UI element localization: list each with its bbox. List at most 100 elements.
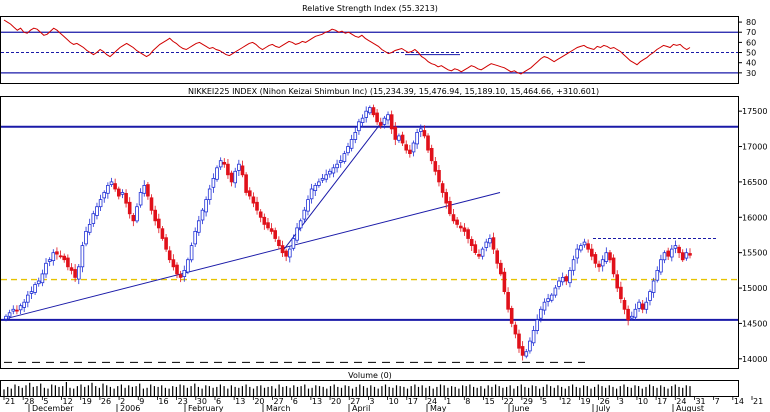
- candle-down: [422, 130, 427, 137]
- candle-down: [440, 183, 445, 193]
- volume-bar: [403, 386, 405, 396]
- candle-up: [546, 298, 550, 302]
- x-day-label: 15: [484, 397, 494, 406]
- x-day-label: 17: [657, 397, 667, 406]
- volume-bar: [51, 384, 53, 396]
- volume-bar: [161, 385, 163, 396]
- candle-down: [229, 172, 234, 183]
- candle-up: [386, 114, 390, 121]
- candle-down: [626, 308, 630, 321]
- candle-down: [491, 237, 496, 250]
- candle-up: [25, 294, 30, 303]
- candle-up: [287, 248, 292, 258]
- volume-bar: [451, 386, 453, 396]
- volume-bar: [447, 387, 449, 396]
- volume-bar: [550, 386, 552, 396]
- candle-down: [164, 237, 168, 250]
- candle-up: [44, 262, 48, 275]
- x-day-label: 21: [753, 397, 763, 406]
- volume-bar: [377, 388, 379, 396]
- volume-bar: [98, 387, 100, 396]
- candle-down: [73, 269, 77, 278]
- candle-up: [47, 259, 52, 262]
- candle-up: [553, 287, 558, 296]
- volume-bar: [241, 386, 243, 396]
- candle-up: [40, 273, 45, 284]
- candle-up: [557, 280, 561, 287]
- trendline-long: [3, 192, 501, 320]
- candle-up: [215, 167, 219, 180]
- volume-bar: [682, 387, 684, 396]
- x-day-label: 20: [254, 397, 264, 406]
- candle-down: [175, 264, 179, 275]
- x-month-label: December: [32, 404, 74, 412]
- volume-bar: [304, 384, 306, 396]
- volume-bar: [410, 386, 412, 396]
- candle-up: [338, 160, 343, 163]
- price-layer: [1, 104, 738, 363]
- candle-down: [375, 112, 379, 123]
- candle-up: [655, 269, 660, 281]
- volume-bar: [685, 385, 687, 396]
- candle-up: [22, 301, 26, 308]
- volume-bar: [498, 386, 500, 396]
- volume-bar: [359, 384, 361, 396]
- candle-down: [15, 309, 19, 312]
- candle-down: [146, 184, 150, 197]
- candle-up: [418, 128, 423, 132]
- volume-bar: [102, 383, 104, 396]
- candle-down: [433, 161, 438, 172]
- candle-up: [364, 110, 368, 118]
- volume-bar: [432, 388, 434, 396]
- x-day-label: 17: [408, 397, 418, 406]
- x-day-label: 19: [82, 397, 92, 406]
- volume-bar: [601, 386, 603, 396]
- volume-bar: [58, 386, 60, 396]
- candle-up: [633, 308, 638, 318]
- volume-bar: [21, 387, 23, 396]
- candle-up: [568, 269, 572, 284]
- x-day-label: 27: [274, 397, 284, 406]
- x-day-label: 23: [178, 397, 188, 406]
- candle-up: [670, 248, 674, 258]
- volume-bar: [594, 386, 596, 396]
- volume-bar: [194, 383, 196, 396]
- volume-bar: [164, 387, 166, 396]
- candle-up: [539, 308, 543, 319]
- rsi-y-tick-label: 60: [746, 38, 756, 47]
- candle-up: [357, 121, 361, 132]
- volume-bar: [542, 386, 544, 396]
- candle-down: [277, 239, 281, 246]
- candle-up: [637, 301, 641, 309]
- price-y-tick-label: 17500: [742, 107, 767, 116]
- candle-down: [156, 218, 161, 229]
- volume-bar: [252, 388, 255, 396]
- candle-up: [51, 252, 56, 261]
- candle-up: [309, 188, 314, 200]
- rsi-series-line: [3, 19, 691, 75]
- volume-bar: [54, 385, 56, 396]
- candle-down: [615, 274, 619, 289]
- volume-bar: [25, 385, 27, 396]
- volume-bar: [586, 386, 588, 396]
- rsi-panel-frame: [0, 16, 739, 84]
- volume-title: Volume (0): [348, 371, 392, 380]
- volume-bar: [608, 385, 610, 396]
- candle-up: [317, 181, 321, 186]
- volume-bar: [135, 386, 137, 396]
- candle-up: [524, 351, 529, 357]
- candle-down: [611, 257, 616, 275]
- x-month-label: 2006: [120, 404, 140, 412]
- candle-down: [473, 244, 478, 253]
- volume-bar: [333, 384, 335, 396]
- x-day-label: 21: [5, 397, 15, 406]
- candle-up: [349, 139, 354, 149]
- candle-up: [397, 135, 401, 141]
- candle-up: [346, 146, 350, 154]
- volume-bar: [348, 386, 350, 396]
- candle-up: [237, 163, 241, 171]
- x-day-label: 13: [235, 397, 245, 406]
- volume-bar: [175, 386, 177, 396]
- candle-up: [182, 269, 187, 277]
- volume-bar: [572, 384, 574, 396]
